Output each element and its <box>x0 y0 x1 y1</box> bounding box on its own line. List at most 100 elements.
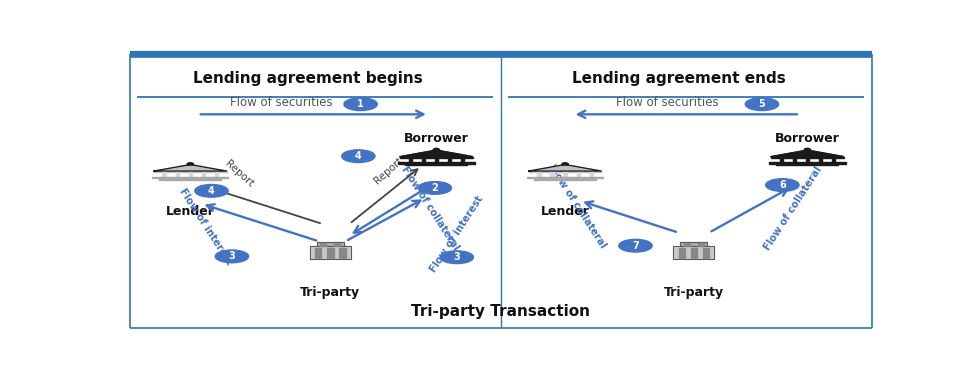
Polygon shape <box>435 158 438 162</box>
Polygon shape <box>673 246 714 259</box>
Circle shape <box>344 98 377 111</box>
Text: Flow of collateral: Flow of collateral <box>547 163 609 250</box>
Polygon shape <box>702 250 709 251</box>
Polygon shape <box>702 252 709 254</box>
Circle shape <box>215 250 248 263</box>
Circle shape <box>418 182 451 194</box>
Polygon shape <box>806 158 809 162</box>
Polygon shape <box>162 172 166 177</box>
Polygon shape <box>576 172 579 177</box>
Circle shape <box>766 179 799 191</box>
Polygon shape <box>176 172 179 177</box>
Polygon shape <box>550 172 554 177</box>
Text: Flow of collateral: Flow of collateral <box>762 165 824 252</box>
Polygon shape <box>777 164 838 165</box>
Polygon shape <box>339 252 346 254</box>
Polygon shape <box>679 248 685 249</box>
Polygon shape <box>564 172 567 177</box>
Polygon shape <box>702 254 709 255</box>
Polygon shape <box>680 242 707 246</box>
Polygon shape <box>154 171 227 172</box>
Polygon shape <box>433 148 440 150</box>
Polygon shape <box>316 256 321 258</box>
Text: 3: 3 <box>453 252 460 262</box>
Polygon shape <box>187 163 193 165</box>
Polygon shape <box>684 243 690 244</box>
Polygon shape <box>679 252 685 254</box>
Text: Report: Report <box>224 158 256 189</box>
Polygon shape <box>698 243 703 244</box>
Circle shape <box>440 251 474 264</box>
Text: 5: 5 <box>758 99 765 109</box>
Text: Tri-party: Tri-party <box>300 286 361 299</box>
Polygon shape <box>562 163 569 165</box>
Polygon shape <box>152 177 229 178</box>
Polygon shape <box>316 254 321 255</box>
Text: Lender: Lender <box>540 205 589 218</box>
Circle shape <box>194 184 229 197</box>
Polygon shape <box>589 172 593 177</box>
Polygon shape <box>691 250 697 251</box>
Polygon shape <box>327 248 333 249</box>
Text: Flow of securities: Flow of securities <box>616 96 719 108</box>
Text: 1: 1 <box>358 99 364 109</box>
Text: 6: 6 <box>779 180 786 190</box>
Polygon shape <box>320 243 326 244</box>
Polygon shape <box>399 162 475 164</box>
Polygon shape <box>408 158 412 162</box>
Polygon shape <box>792 158 796 162</box>
Polygon shape <box>804 148 811 150</box>
Polygon shape <box>771 157 844 158</box>
Polygon shape <box>316 252 321 254</box>
Polygon shape <box>702 248 709 249</box>
Polygon shape <box>461 158 464 162</box>
Polygon shape <box>698 244 703 246</box>
Polygon shape <box>327 250 333 251</box>
Text: 4: 4 <box>208 186 215 196</box>
Text: Tri-party Transaction: Tri-party Transaction <box>411 304 590 320</box>
Polygon shape <box>679 250 685 251</box>
Polygon shape <box>339 254 346 255</box>
Polygon shape <box>327 252 333 254</box>
Text: Tri-party: Tri-party <box>663 286 724 299</box>
Text: Lending agreement ends: Lending agreement ends <box>572 71 786 86</box>
Polygon shape <box>400 157 473 158</box>
Polygon shape <box>691 254 697 255</box>
Polygon shape <box>320 244 326 246</box>
Polygon shape <box>679 256 685 258</box>
Polygon shape <box>684 244 690 246</box>
Polygon shape <box>529 171 602 172</box>
Polygon shape <box>159 178 221 180</box>
Text: Flow of collateral: Flow of collateral <box>400 165 461 252</box>
Polygon shape <box>702 256 709 258</box>
Polygon shape <box>534 178 596 180</box>
Polygon shape <box>771 150 844 157</box>
Polygon shape <box>201 172 205 177</box>
Polygon shape <box>529 165 602 171</box>
Text: Flow of interest: Flow of interest <box>178 187 234 267</box>
Polygon shape <box>334 244 340 246</box>
Text: Flow of securities: Flow of securities <box>230 96 332 108</box>
Polygon shape <box>819 158 822 162</box>
Polygon shape <box>691 252 697 254</box>
Text: Flow of interest: Flow of interest <box>429 194 486 274</box>
Polygon shape <box>316 248 321 249</box>
Polygon shape <box>527 177 603 178</box>
Text: 7: 7 <box>632 241 639 250</box>
Polygon shape <box>327 256 333 258</box>
Polygon shape <box>215 172 218 177</box>
Polygon shape <box>310 246 351 259</box>
Text: Report: Report <box>372 155 404 186</box>
Polygon shape <box>339 256 346 258</box>
Text: Borrower: Borrower <box>404 132 469 145</box>
Text: Lending agreement begins: Lending agreement begins <box>192 71 422 86</box>
Polygon shape <box>327 254 333 255</box>
Polygon shape <box>339 248 346 249</box>
Polygon shape <box>316 250 321 251</box>
Polygon shape <box>447 158 451 162</box>
Polygon shape <box>769 162 845 164</box>
Polygon shape <box>189 172 191 177</box>
Polygon shape <box>537 172 540 177</box>
Polygon shape <box>154 165 227 171</box>
Text: 2: 2 <box>432 183 439 193</box>
